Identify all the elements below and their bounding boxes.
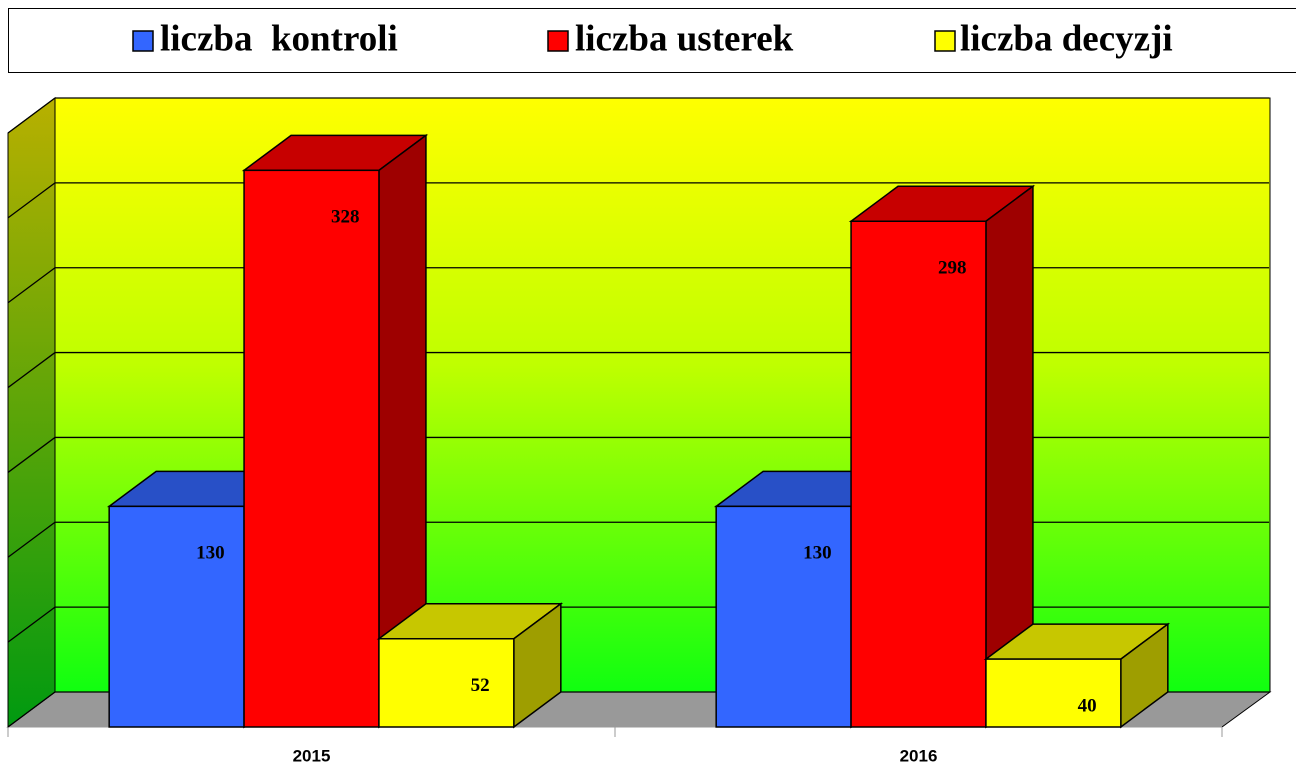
grid-line: [7, 267, 56, 304]
side-wall: [7, 97, 56, 728]
legend-swatch: [132, 30, 154, 52]
bar-front: [378, 637, 515, 728]
grid-line: [7, 521, 56, 558]
bar: [241, 133, 429, 729]
legend-box: [8, 8, 1296, 73]
bar: [848, 184, 1036, 729]
bar: [983, 622, 1171, 729]
data-label: 130: [803, 543, 832, 564]
grid-line: [7, 352, 56, 389]
grid-line: [7, 691, 56, 728]
legend-label: liczba usterek: [575, 18, 794, 59]
data-label: 40: [1078, 695, 1097, 716]
grid-line: [7, 606, 56, 643]
x-tick-label: 2015: [293, 746, 331, 765]
data-label: 130: [196, 543, 225, 564]
legend-label: liczba kontroli: [160, 18, 398, 59]
data-label: 52: [471, 675, 490, 696]
bar-front: [850, 220, 987, 728]
bar: [376, 602, 564, 729]
legend-swatch: [547, 30, 569, 52]
x-tick-label: 2016: [900, 746, 938, 765]
grid-line: [7, 182, 56, 219]
legend-label: liczba decyzji: [960, 18, 1173, 59]
bar-front: [985, 658, 1122, 728]
bar-front: [243, 169, 380, 728]
bar-front: [715, 505, 852, 728]
grid-line: [7, 97, 56, 134]
data-label: 298: [938, 258, 967, 279]
legend-swatch: [934, 30, 956, 52]
bar-front: [108, 505, 245, 728]
data-label: 328: [331, 207, 360, 228]
grid-line: [7, 436, 56, 473]
